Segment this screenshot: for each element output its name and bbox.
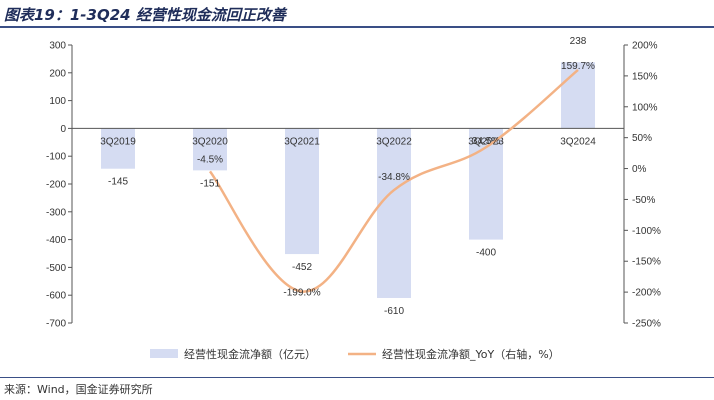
left-tick-label: 100 xyxy=(49,96,66,107)
line-data-label: 34.5% xyxy=(472,136,500,147)
legend: 经营性现金流净额（亿元） 经营性现金流净额_YoY（右轴，%） xyxy=(150,347,560,361)
left-tick-label: -400 xyxy=(46,235,66,246)
bar xyxy=(193,128,227,171)
source-note: 来源：Wind，国金证券研究所 xyxy=(4,383,153,396)
right-tick-label: -150% xyxy=(632,257,661,268)
right-tick-label: 50% xyxy=(632,133,652,144)
line-data-label: -4.5% xyxy=(197,154,223,165)
category-label: 3Q2023 xyxy=(468,136,504,147)
right-tick-label: 200% xyxy=(632,41,658,52)
right-tick-label: 0% xyxy=(632,164,647,175)
axes xyxy=(71,45,625,323)
legend-bar-swatch xyxy=(150,349,178,358)
right-tick-label: 150% xyxy=(632,71,658,82)
left-axis-ticks: 300 200 100 0 -100 -200 -300 -400 -500 -600 -700 xyxy=(46,41,72,330)
bar xyxy=(285,128,319,255)
bottom-rule xyxy=(0,377,714,378)
bar xyxy=(101,128,135,169)
right-tick-label: -250% xyxy=(632,319,661,330)
legend-line-label: 经营性现金流净额_YoY（右轴，%） xyxy=(382,347,560,361)
category-label: 3Q2020 xyxy=(192,136,228,147)
yoy-line-path xyxy=(209,68,579,293)
left-tick-label: 0 xyxy=(60,124,66,135)
right-tick-label: -50% xyxy=(632,195,655,206)
line-data-label: 159.7% xyxy=(561,61,595,72)
left-tick-label: 200 xyxy=(49,68,66,79)
line-data-label: -199.0% xyxy=(283,287,320,298)
bar-data-label: -610 xyxy=(384,306,404,317)
left-tick-label: -500 xyxy=(46,263,66,274)
right-tick-label: 100% xyxy=(632,102,658,113)
left-tick-label: -700 xyxy=(46,319,66,330)
left-tick-label: 300 xyxy=(49,41,66,52)
category-label: 3Q2024 xyxy=(560,136,596,147)
bar xyxy=(561,62,595,129)
left-tick-label: -200 xyxy=(46,180,66,191)
bar xyxy=(377,128,411,298)
right-axis-ticks: 200% 150% 100% 50% 0% -50% -100% -150% -200% -250… xyxy=(624,41,661,330)
title-rule xyxy=(0,26,714,28)
yoy-line xyxy=(209,68,579,293)
bar-data-label: -151 xyxy=(200,178,220,189)
line-data-labels: -4.5% -199.0% -34.8% 34.5% 159.7% xyxy=(197,61,595,299)
bar-data-labels: -145 -151 -452 -610 -400 238 xyxy=(108,36,587,317)
category-label: 3Q2022 xyxy=(376,136,412,147)
left-tick-label: -600 xyxy=(46,291,66,302)
bar-data-label: -400 xyxy=(476,248,496,259)
bar-data-label: -145 xyxy=(108,177,128,188)
bars xyxy=(101,62,595,298)
right-tick-label: -100% xyxy=(632,226,661,237)
category-label: 3Q2021 xyxy=(284,136,320,147)
category-labels: 3Q2019 3Q2020 3Q2021 3Q2022 3Q2023 3Q2024 xyxy=(100,136,596,147)
bar-data-label: -452 xyxy=(292,262,312,273)
legend-bar-label: 经营性现金流净额（亿元） xyxy=(184,347,316,361)
category-label: 3Q2019 xyxy=(100,136,136,147)
figure-title: 图表19：1-3Q24 经营性现金流回正改善 xyxy=(4,6,286,24)
right-tick-label: -200% xyxy=(632,288,661,299)
left-tick-label: -100 xyxy=(46,152,66,163)
left-tick-label: -300 xyxy=(46,207,66,218)
bar-data-label: 238 xyxy=(570,36,587,47)
line-data-label: -34.8% xyxy=(378,172,410,183)
